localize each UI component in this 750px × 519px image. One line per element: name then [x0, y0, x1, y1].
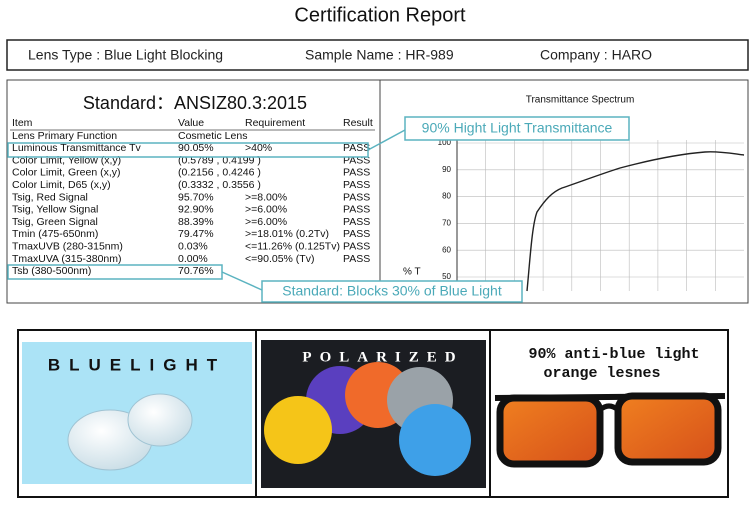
cell: Cosmetic Lens: [178, 130, 247, 142]
callout: 90% Hight Light Transmittance: [422, 120, 613, 136]
spectrum-plot: 100 90 80 70 60 50: [438, 138, 744, 292]
cell: PASS: [343, 179, 370, 191]
cell: PASS: [343, 154, 370, 166]
report-table: Item Value Requirement Result Lens Primary F…: [10, 117, 375, 277]
panel-label: BLUELIGHT: [48, 355, 226, 374]
spectrum-title: Transmittance Spectrum: [526, 95, 635, 106]
panel-text: 90% anti-blue light: [528, 346, 699, 363]
callout: Standard: Blocks 30% of Blue Light: [282, 283, 502, 299]
cell: (0.5789 , 0.4199 ): [178, 154, 261, 166]
column-header: Requirement: [245, 117, 305, 129]
cell: 95.70%: [178, 191, 214, 203]
cell: Color Limit, Green (x,y): [12, 167, 121, 179]
y-tick-label: 90: [442, 165, 451, 174]
panel-text: orange lesnes: [543, 365, 660, 382]
lens: [264, 396, 332, 464]
cell: 92.90%: [178, 204, 214, 216]
column-header: Item: [12, 117, 33, 129]
cell: Tmin (475-650nm): [12, 228, 98, 240]
sample-name: Sample Name : HR-989: [305, 47, 454, 63]
cell: <=90.05% (Tv): [245, 253, 314, 265]
cell: PASS: [343, 191, 370, 203]
report-box: [6, 79, 749, 304]
panels-frame: [17, 329, 729, 498]
lens: [399, 404, 471, 476]
cell: (0.3332 , 0.3556 ): [178, 179, 261, 191]
y-tick-label: 50: [442, 272, 451, 281]
y-tick-label: 60: [442, 245, 451, 254]
cell: Lens Primary Function: [12, 130, 117, 142]
lens-type: Lens Type : Blue Light Blocking: [28, 47, 223, 63]
cell: PASS: [343, 216, 370, 228]
cell: PASS: [343, 240, 370, 252]
cell: >=6.00%: [245, 216, 287, 228]
info-box: [6, 39, 749, 71]
bridge: [598, 403, 620, 412]
cell: PASS: [343, 142, 370, 154]
cell: PASS: [343, 167, 370, 179]
cell: >=8.00%: [245, 191, 287, 203]
cell: Tsig, Green Signal: [12, 216, 98, 228]
title: Certification Report: [294, 4, 466, 26]
column-header: Value: [178, 117, 204, 129]
y-axis-label: % T: [403, 267, 421, 278]
y-tick-label: 100: [438, 138, 452, 147]
glasses-lens: [496, 394, 604, 468]
cell: TmaxUVB (280-315nm): [12, 240, 123, 252]
cell: Tsig, Red Signal: [12, 191, 88, 203]
cell: >40%: [245, 142, 272, 154]
standard: Standard：ANSIZ80.3:2015: [83, 93, 307, 113]
panel-label: POLARIZED: [302, 349, 463, 365]
cell: (0.2156 , 0.4246 ): [178, 167, 261, 179]
cell: >=6.00%: [245, 204, 287, 216]
column-header: Result: [343, 117, 373, 129]
y-tick-label: 80: [442, 192, 451, 201]
lens: [127, 393, 193, 447]
spectrum-curve: [526, 151, 745, 292]
cell: Color Limit, D65 (x,y): [12, 179, 111, 191]
cell: Tsb (380-500nm): [12, 265, 91, 277]
connector: [221, 271, 263, 291]
y-tick-label: 70: [442, 219, 451, 228]
cell: PASS: [343, 204, 370, 216]
cell: PASS: [343, 253, 370, 265]
connector: [367, 129, 406, 151]
cell: 88.39%: [178, 216, 214, 228]
cell: 79.47%: [178, 228, 214, 240]
cell: 70.76%: [178, 265, 214, 277]
cell: >=18.01% (0.2Tv): [245, 228, 329, 240]
callout-box: [404, 116, 630, 141]
cell: Color Limit, Yellow (x,y): [12, 154, 121, 166]
cell: Tsig, Yellow Signal: [12, 204, 98, 216]
cell: <=11.26% (0.125Tv): [245, 240, 340, 252]
company: Company : HARO: [540, 47, 652, 63]
cell: 0.03%: [178, 240, 208, 252]
cell: PASS: [343, 228, 370, 240]
glasses-lens: [614, 392, 722, 466]
cell: 90.05%: [178, 142, 214, 154]
cell: 0.00%: [178, 253, 208, 265]
cell: TmaxUVA (315-380nm): [12, 253, 122, 265]
callout-box: [261, 280, 523, 303]
cell: Luminous Transmittance Tv: [12, 142, 142, 154]
